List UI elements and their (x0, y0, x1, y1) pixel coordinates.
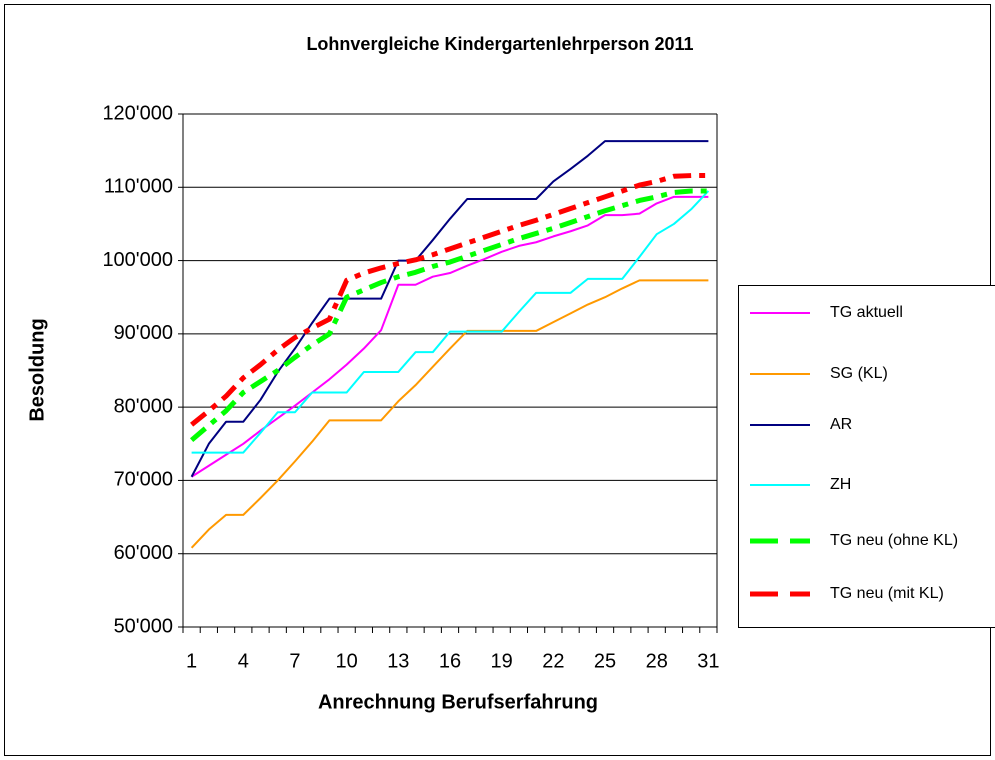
x-tick-label: 31 (697, 650, 719, 672)
x-tick-label: 22 (542, 650, 564, 672)
x-tick-label: 16 (439, 650, 461, 672)
y-tick-label: 120'000 (102, 102, 173, 124)
plot-area (183, 114, 717, 627)
legend-label: TG neu (mit KL) (830, 585, 944, 602)
series-line (189, 188, 709, 443)
x-tick-label: 19 (491, 650, 513, 672)
y-axis-title: Besoldung (26, 318, 48, 421)
series-line (191, 190, 710, 454)
y-tick-label: 90'000 (114, 322, 173, 344)
legend-box (738, 285, 995, 628)
y-tick-label: 70'000 (114, 469, 173, 491)
x-tick-label: 13 (387, 650, 409, 672)
series-line (190, 173, 709, 427)
y-tick-label: 60'000 (114, 542, 173, 564)
x-tick-label: 7 (289, 650, 300, 672)
legend-label: TG neu (ohne KL) (830, 532, 958, 549)
chart-title: Lohnvergleiche Kindergartenlehrperson 20… (306, 34, 693, 54)
y-tick-label: 100'000 (102, 249, 173, 271)
legend-label: TG aktuell (830, 304, 903, 321)
x-axis-title: Anrechnung Berufserfahrung (318, 691, 598, 713)
y-tick-label: 80'000 (114, 395, 173, 417)
y-tick-label: 110'000 (104, 176, 173, 198)
series-line (190, 279, 709, 549)
legend-label: ZH (830, 476, 851, 493)
x-tick-label: 28 (646, 650, 668, 672)
legend-label: SG (KL) (830, 365, 888, 382)
y-tick-label: 50'000 (114, 615, 173, 637)
x-tick-label: 25 (594, 650, 616, 672)
legend-label: AR (830, 416, 852, 433)
x-tick-label: 1 (186, 650, 197, 672)
series-line (191, 195, 709, 478)
x-tick-label: 4 (238, 650, 249, 672)
x-tick-label: 10 (336, 650, 358, 672)
